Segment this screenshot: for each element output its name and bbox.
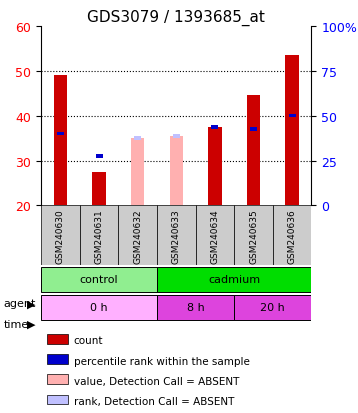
Bar: [234, 206, 273, 266]
Bar: [273, 206, 311, 266]
Bar: [285, 56, 299, 206]
Text: GSM240631: GSM240631: [95, 209, 103, 263]
Text: agent: agent: [4, 299, 36, 309]
Text: GSM240635: GSM240635: [249, 209, 258, 263]
Text: 0 h: 0 h: [90, 302, 108, 312]
Text: GSM240632: GSM240632: [133, 209, 142, 263]
Text: ▶: ▶: [27, 319, 35, 329]
Bar: [234, 295, 311, 320]
Bar: [170, 137, 183, 206]
Bar: [157, 267, 311, 292]
Text: count: count: [74, 336, 103, 346]
Bar: [131, 139, 145, 206]
Bar: [54, 76, 67, 206]
Bar: [80, 206, 118, 266]
Text: control: control: [80, 275, 118, 285]
Bar: [195, 206, 234, 266]
Bar: [134, 137, 141, 140]
Bar: [247, 96, 260, 206]
Bar: [47, 395, 68, 404]
Text: rank, Detection Call = ABSENT: rank, Detection Call = ABSENT: [74, 396, 234, 406]
Bar: [118, 206, 157, 266]
Text: GSM240630: GSM240630: [56, 209, 65, 263]
Text: percentile rank within the sample: percentile rank within the sample: [74, 356, 250, 366]
Bar: [289, 114, 296, 118]
Bar: [41, 206, 80, 266]
Bar: [47, 334, 68, 344]
Bar: [96, 155, 102, 159]
Text: GSM240636: GSM240636: [288, 209, 297, 263]
Bar: [57, 133, 64, 136]
Text: 20 h: 20 h: [261, 302, 285, 312]
Bar: [47, 354, 68, 364]
Text: ▶: ▶: [27, 299, 35, 309]
Text: GSM240634: GSM240634: [211, 209, 219, 263]
Bar: [250, 128, 257, 132]
Text: time: time: [4, 319, 29, 329]
Bar: [157, 295, 234, 320]
Bar: [212, 126, 218, 129]
Bar: [41, 295, 157, 320]
Text: value, Detection Call = ABSENT: value, Detection Call = ABSENT: [74, 376, 239, 386]
Text: cadmium: cadmium: [208, 275, 260, 285]
Bar: [208, 128, 222, 206]
Text: 8 h: 8 h: [187, 302, 204, 312]
Bar: [41, 267, 157, 292]
Bar: [47, 375, 68, 385]
Bar: [157, 206, 195, 266]
Bar: [173, 135, 180, 138]
Bar: [92, 172, 106, 206]
Title: GDS3079 / 1393685_at: GDS3079 / 1393685_at: [87, 9, 265, 26]
Text: GSM240633: GSM240633: [172, 209, 181, 263]
